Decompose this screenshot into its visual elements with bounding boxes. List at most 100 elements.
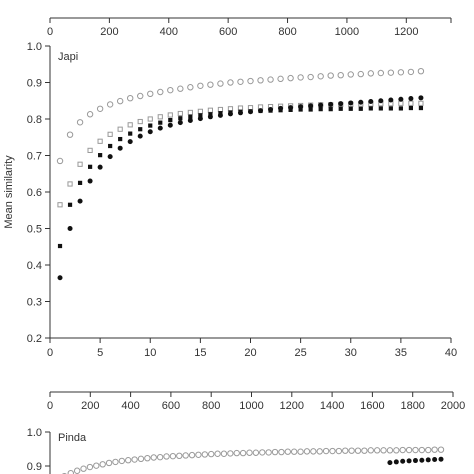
data-point	[247, 105, 254, 111]
top-axis-tick-label: 2000	[441, 400, 465, 412]
x-axis-tick-label: 25	[295, 347, 307, 359]
data-point	[405, 446, 413, 454]
top-axis-tick-label: 400	[121, 400, 139, 412]
data-point	[257, 77, 264, 84]
data-point	[197, 108, 203, 114]
data-point	[388, 106, 393, 111]
data-point	[147, 129, 153, 135]
data-point	[419, 457, 425, 463]
data-point	[177, 85, 184, 92]
top-axis-tick-label: 1200	[280, 400, 304, 412]
data-point	[177, 110, 183, 117]
data-point	[408, 105, 413, 111]
data-point	[237, 105, 244, 111]
y-axis-title: Mean similarity	[3, 155, 15, 229]
data-point	[252, 449, 260, 456]
data-point	[207, 81, 214, 88]
data-point	[57, 275, 63, 281]
top-axis-tick-label: 600	[219, 26, 237, 38]
data-point	[96, 105, 104, 112]
data-point	[418, 105, 424, 111]
data-point	[233, 449, 240, 457]
top-axis-tick-label: 800	[278, 26, 296, 38]
y-axis-tick-label: 0.7	[27, 151, 42, 163]
data-point	[144, 454, 151, 462]
data-point	[298, 107, 303, 112]
data-point	[387, 460, 393, 466]
data-point	[271, 448, 279, 456]
data-point	[207, 107, 214, 113]
x-axis-tick-label: 30	[345, 347, 357, 359]
data-point	[188, 451, 196, 459]
data-point	[137, 455, 145, 463]
data-point	[239, 449, 247, 457]
data-point	[73, 467, 81, 474]
top-axis-tick-label: 1800	[400, 400, 424, 412]
data-point	[208, 112, 213, 117]
data-point	[167, 122, 173, 128]
data-point	[227, 450, 234, 457]
data-point	[322, 447, 330, 455]
data-point	[284, 448, 291, 455]
data-point	[348, 106, 353, 111]
data-point	[373, 447, 381, 454]
data-point	[358, 106, 363, 111]
data-point	[197, 116, 203, 122]
data-point	[127, 122, 133, 128]
data-point	[412, 446, 419, 454]
data-point	[408, 96, 414, 102]
top-axis-tick-label: 600	[162, 400, 180, 412]
data-point	[248, 109, 253, 115]
data-point	[400, 458, 406, 464]
pinda-panel-label: Pinda	[58, 432, 87, 444]
data-point	[329, 447, 336, 455]
data-point	[116, 97, 124, 105]
data-point	[214, 450, 221, 457]
data-point	[107, 131, 113, 137]
data-point	[138, 127, 143, 132]
data-point	[201, 451, 209, 458]
data-point	[163, 453, 170, 460]
data-point	[412, 458, 418, 464]
data-point	[208, 450, 215, 458]
data-point	[67, 181, 73, 187]
data-point	[380, 447, 387, 454]
data-point	[167, 112, 173, 118]
data-point	[168, 117, 173, 123]
data-point	[57, 202, 63, 208]
pinda-panel: 0 200 400 600 800 1000 1200 1400 1600 1800 2000 1.…	[27, 391, 465, 474]
data-point	[105, 459, 113, 467]
data-point	[354, 447, 362, 454]
data-point	[147, 90, 154, 98]
data-point	[107, 154, 113, 160]
data-point	[80, 465, 87, 472]
data-point	[77, 161, 83, 167]
data-point	[77, 198, 83, 204]
top-axis-tick-label: 800	[202, 400, 220, 412]
y-axis-tick-label: 0.2	[27, 333, 42, 345]
data-point	[377, 69, 385, 77]
data-point	[182, 452, 189, 459]
data-point	[148, 123, 153, 128]
data-point	[348, 447, 355, 454]
y-axis-tick-label: 0.6	[27, 187, 42, 199]
data-point	[317, 73, 324, 80]
japi-data-points	[56, 67, 425, 281]
y-axis-tick-label: 0.3	[27, 297, 42, 309]
data-point	[297, 448, 304, 455]
data-point	[327, 72, 334, 79]
data-point	[278, 105, 284, 111]
y-axis-tick-label: 0.9	[27, 461, 42, 473]
data-point	[217, 112, 223, 118]
data-point	[347, 71, 354, 78]
data-point	[368, 98, 374, 104]
top-axis-tick-label: 1600	[360, 400, 384, 412]
data-point	[197, 82, 204, 89]
data-point	[220, 450, 228, 457]
top-axis-tick-label: 200	[81, 400, 99, 412]
data-point	[86, 463, 94, 471]
top-axis-tick-label: 1400	[320, 400, 344, 412]
data-point	[157, 88, 164, 96]
data-point	[128, 131, 133, 136]
data-point	[227, 111, 233, 117]
